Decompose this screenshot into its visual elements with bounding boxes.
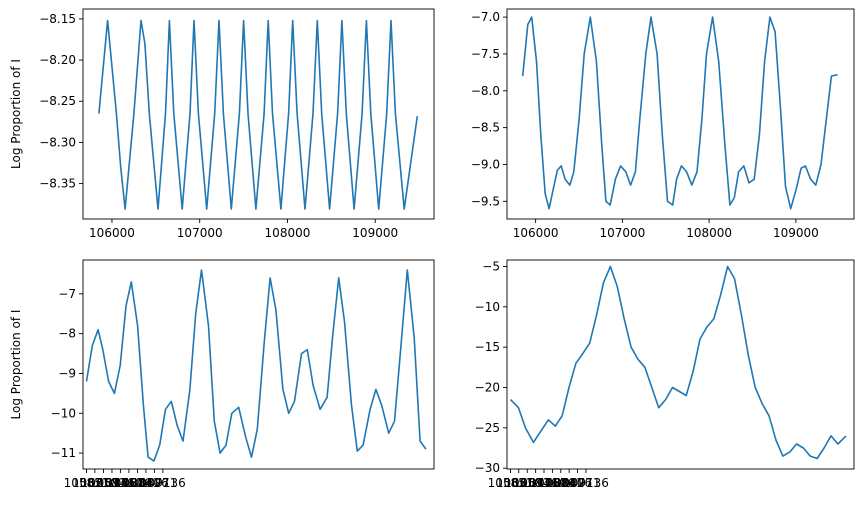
series-line-2 <box>521 16 838 210</box>
y-tick-label: −25 <box>475 421 500 435</box>
x-tick-label: 108000 <box>686 226 732 240</box>
y-tick-label: −9.5 <box>471 194 500 208</box>
series-line-1 <box>98 19 419 210</box>
x-tick-label: 109136 <box>140 476 186 490</box>
chart-panel-1: 106000 107000 108000 109000 −8.35 −8.30 −8.25 −… <box>9 8 435 240</box>
series-line-3 <box>85 269 427 462</box>
y-tick-label: −8 <box>58 327 76 341</box>
y-tick-label: −8.30 <box>39 135 76 149</box>
y-tick-label: −10 <box>51 406 76 420</box>
x-tick-label: 108771 <box>555 476 601 490</box>
x-tick-label: 106946 <box>513 476 559 490</box>
y-tick-label: −11 <box>51 446 76 460</box>
y-tick-label: −9 <box>58 366 76 380</box>
y-tick-label: −7 <box>58 287 76 301</box>
x-tick-label: 106210 <box>72 476 118 490</box>
x-tick-label: 106000 <box>89 226 135 240</box>
x-tick-label: 106946 <box>89 476 135 490</box>
y-tick-label: −10 <box>475 300 500 314</box>
x-tick-label: 106581 <box>81 476 127 490</box>
x-tick-label: 108000 <box>265 226 311 240</box>
y-tick-label: −9.0 <box>471 157 500 171</box>
x-tick-label: 107676 <box>530 476 576 490</box>
y-tick-label: −8.15 <box>39 12 76 26</box>
x-tick-label: 108041 <box>115 476 161 490</box>
y-tick-label: −7.5 <box>471 47 500 61</box>
y-axis-label: Log Proportion of I <box>9 310 23 420</box>
x-tick-label: 107000 <box>599 226 645 240</box>
y-tick-label: −7.0 <box>471 10 500 24</box>
chart-panel-2: 106000 107000 108000 109000 −9.5 −9.0 −8.5 −8.0… <box>471 8 855 240</box>
x-tick-label: 107676 <box>106 476 152 490</box>
x-tick-label: 108406 <box>123 476 169 490</box>
axes-frame <box>506 8 855 220</box>
x-tick-label: 106000 <box>513 226 559 240</box>
x-tick-label: 105851 <box>488 476 534 490</box>
axes-frame <box>82 259 435 470</box>
x-tick-label: 106210 <box>496 476 542 490</box>
x-tick-label: 107000 <box>177 226 223 240</box>
x-tick-label: 105851 <box>64 476 110 490</box>
x-tick-label: 109000 <box>352 226 398 240</box>
y-tick-label: −5 <box>482 259 500 273</box>
chart-panel-3: 1058511062101065811069461073101076761080… <box>9 259 435 490</box>
y-tick-label: −20 <box>475 380 500 394</box>
x-tick-label: 108041 <box>538 476 584 490</box>
chart-panel-4: 1058511062101065811069461073101076761080… <box>475 259 855 490</box>
x-tick-label: 106581 <box>504 476 550 490</box>
x-tick-label: 108771 <box>131 476 177 490</box>
y-tick-label: −8.35 <box>39 177 76 191</box>
x-tick-label: 107310 <box>98 476 144 490</box>
x-tick-label: 109000 <box>773 226 819 240</box>
x-tick-label: 107310 <box>521 476 567 490</box>
x-tick-label: 109136 <box>563 476 609 490</box>
axes-frame <box>506 259 855 470</box>
y-tick-label: −30 <box>475 461 500 475</box>
series-line-4 <box>509 265 847 460</box>
y-axis-label: Log Proportion of I <box>9 59 23 169</box>
y-tick-label: −8.0 <box>471 84 500 98</box>
y-tick-label: −8.25 <box>39 94 76 108</box>
x-tick-label: 108406 <box>546 476 592 490</box>
y-tick-label: −8.5 <box>471 121 500 135</box>
y-tick-label: −15 <box>475 340 500 354</box>
axes-frame <box>82 8 435 220</box>
y-tick-label: −8.20 <box>39 53 76 67</box>
